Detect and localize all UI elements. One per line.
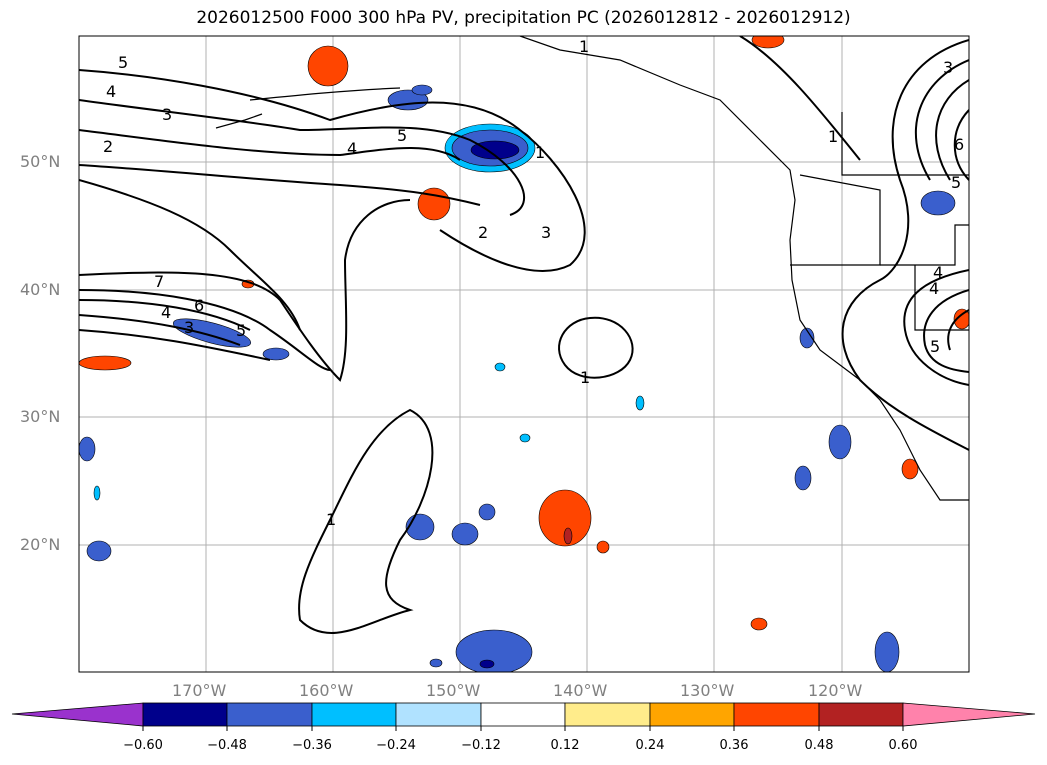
colorbar-max-extension	[902, 702, 1036, 727]
contour-label: 3	[162, 105, 172, 124]
colorbar-bin	[395, 702, 482, 727]
lon-label-170w: 170°W	[172, 681, 227, 700]
lon-label-160w: 160°W	[299, 681, 354, 700]
contour-label: 7	[154, 272, 164, 291]
colorbar-tick-label: 0.24	[635, 738, 665, 753]
colorbar-bin	[311, 702, 397, 727]
lon-label-140w: 140°W	[553, 681, 608, 700]
contour-label: 6	[954, 135, 964, 154]
colorbar-tick-label: −0.12	[461, 738, 501, 753]
colorbar-bin	[142, 702, 228, 727]
colorbar-bin	[733, 702, 820, 727]
contour-label: 3	[541, 223, 551, 242]
contour-label: 4	[933, 263, 943, 282]
colorbar-tick-label: 0.12	[550, 738, 580, 753]
contour-label: 1	[326, 510, 336, 529]
pv-contours	[79, 36, 969, 634]
contour-label: 5	[236, 321, 246, 340]
colorbar-tick-label: −0.48	[207, 738, 247, 753]
colorbar-tick-label: −0.60	[123, 738, 163, 753]
colorbar-bin	[226, 702, 313, 727]
contour-label: 1	[828, 127, 838, 146]
lat-label-20n: 20°N	[20, 535, 61, 554]
contour-label: 1	[580, 368, 590, 387]
contour-label: 2	[103, 137, 113, 156]
map-title: 2026012500 F000 300 hPa PV, precipitatio…	[196, 8, 851, 28]
precip-negative	[79, 84, 956, 672]
colorbar-tick-label: 0.48	[804, 738, 834, 753]
contour-label: 4	[106, 82, 116, 101]
lon-label-120w: 120°W	[808, 681, 863, 700]
coastlines	[215, 36, 969, 501]
lat-label-30n: 30°N	[20, 407, 61, 426]
colorbar-bin	[564, 702, 651, 727]
contour-label: 4	[929, 279, 939, 298]
contour-label: 1	[535, 143, 545, 162]
colorbar-tick-label: 0.60	[888, 738, 918, 753]
colorbar-bin	[649, 702, 735, 727]
contour-label: 2	[478, 223, 488, 242]
contour-label: 4	[347, 139, 357, 158]
colorbar-bin	[480, 702, 566, 727]
lon-label-150w: 150°W	[426, 681, 481, 700]
contour-label: 5	[930, 337, 940, 356]
colorbar-tick-label: −0.24	[376, 738, 416, 753]
lat-label-50n: 50°N	[20, 152, 61, 171]
map-border	[78, 35, 970, 673]
colorbar-tick-label: −0.36	[292, 738, 332, 753]
contour-label: 5	[118, 53, 128, 72]
lon-label-130w: 130°W	[680, 681, 735, 700]
contour-label: 3	[943, 58, 953, 77]
colorbar	[11, 702, 1036, 731]
contour-label: 5	[951, 173, 961, 192]
colorbar-bin	[818, 702, 904, 727]
contour-label: 5	[397, 126, 407, 145]
colorbar-tick-label: 0.36	[719, 738, 749, 753]
contour-label: 6	[194, 296, 204, 315]
colorbar-min-extension	[11, 702, 144, 727]
lat-label-40n: 40°N	[20, 280, 61, 299]
contour-label: 3	[184, 318, 194, 337]
contour-labels: 5 4 3 2 4 5 1 2 3 1 3 6 4 5 7 6 4 3 1 1 …	[103, 37, 964, 529]
contour-label: 1	[579, 37, 589, 56]
contour-label: 4	[161, 303, 171, 322]
